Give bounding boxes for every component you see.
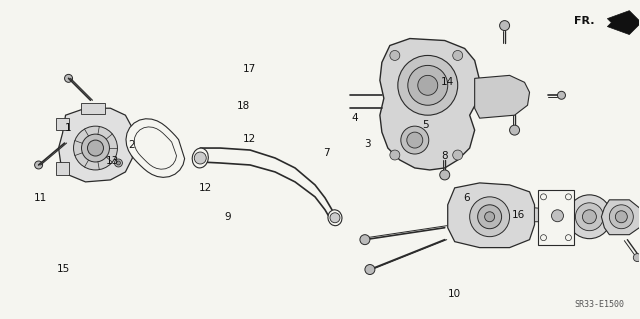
Circle shape: [470, 197, 509, 237]
Text: 5: 5: [422, 120, 429, 130]
Circle shape: [330, 213, 340, 223]
Circle shape: [81, 134, 109, 162]
Text: 2: 2: [128, 140, 135, 150]
Circle shape: [195, 152, 206, 164]
Polygon shape: [56, 162, 68, 175]
Text: 12: 12: [243, 134, 257, 144]
Ellipse shape: [192, 148, 208, 168]
Text: 13: 13: [106, 156, 119, 166]
Circle shape: [557, 91, 566, 99]
Text: 1: 1: [65, 123, 71, 133]
Circle shape: [115, 159, 122, 167]
Text: 4: 4: [352, 113, 358, 123]
Text: 11: 11: [35, 193, 47, 203]
Polygon shape: [81, 103, 106, 114]
Circle shape: [484, 212, 495, 222]
Text: 15: 15: [57, 264, 70, 274]
Text: 3: 3: [365, 139, 371, 149]
Text: 6: 6: [463, 193, 470, 203]
Circle shape: [566, 194, 572, 200]
Text: 9: 9: [224, 212, 230, 222]
Polygon shape: [56, 118, 68, 130]
Circle shape: [452, 150, 463, 160]
Circle shape: [65, 74, 72, 82]
Text: 12: 12: [198, 183, 212, 193]
Text: SR33-E1500: SR33-E1500: [574, 300, 625, 309]
Circle shape: [74, 126, 118, 170]
Circle shape: [390, 50, 400, 60]
Circle shape: [509, 125, 520, 135]
Circle shape: [407, 132, 423, 148]
Circle shape: [582, 210, 596, 224]
Polygon shape: [126, 119, 184, 177]
Circle shape: [418, 75, 438, 95]
Circle shape: [541, 194, 547, 200]
Circle shape: [116, 161, 120, 165]
Polygon shape: [380, 39, 479, 170]
Text: 8: 8: [441, 151, 448, 161]
Circle shape: [477, 205, 502, 229]
Circle shape: [88, 140, 104, 156]
Polygon shape: [538, 190, 575, 245]
Polygon shape: [602, 200, 640, 235]
Polygon shape: [448, 183, 534, 248]
Circle shape: [615, 211, 627, 223]
Circle shape: [566, 235, 572, 241]
Polygon shape: [59, 108, 132, 182]
Circle shape: [575, 203, 604, 231]
Circle shape: [35, 161, 43, 169]
Circle shape: [452, 50, 463, 60]
Circle shape: [390, 150, 400, 160]
Circle shape: [440, 170, 450, 180]
Polygon shape: [134, 127, 177, 169]
Text: 7: 7: [323, 148, 330, 158]
Text: 17: 17: [243, 64, 257, 74]
Polygon shape: [475, 75, 529, 118]
Circle shape: [568, 195, 611, 239]
Text: 16: 16: [511, 210, 525, 220]
Circle shape: [634, 254, 640, 262]
Text: 10: 10: [447, 289, 461, 300]
Circle shape: [609, 205, 634, 229]
Circle shape: [552, 210, 563, 222]
Circle shape: [408, 65, 448, 105]
Circle shape: [541, 235, 547, 241]
Text: FR.: FR.: [574, 16, 595, 26]
Circle shape: [401, 126, 429, 154]
Text: 18: 18: [237, 100, 250, 110]
Circle shape: [365, 264, 375, 274]
Text: 14: 14: [441, 77, 454, 87]
Ellipse shape: [328, 210, 342, 226]
Circle shape: [500, 21, 509, 31]
Circle shape: [398, 56, 458, 115]
Polygon shape: [607, 11, 640, 34]
Polygon shape: [534, 208, 554, 222]
Circle shape: [360, 235, 370, 245]
